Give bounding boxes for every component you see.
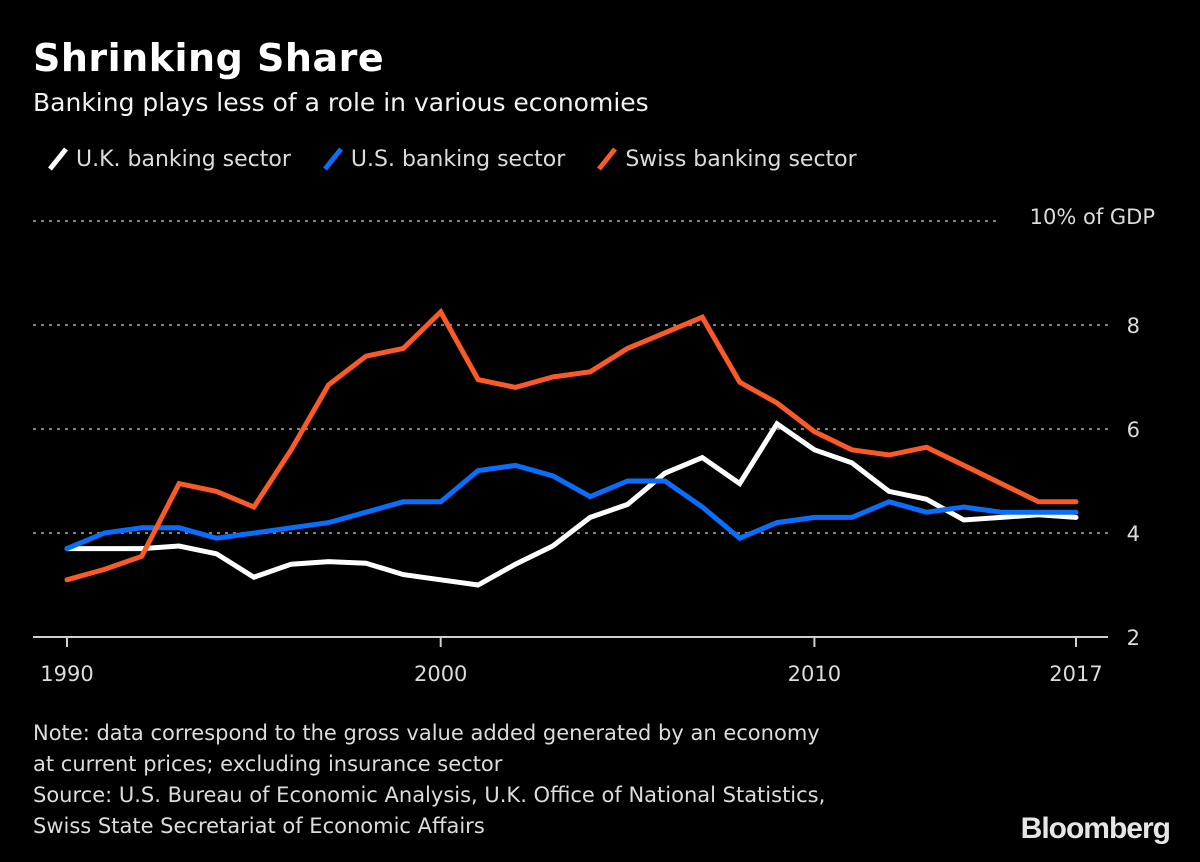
y-tick-label: 8 xyxy=(1127,314,1140,338)
legend-item-us: U.S. banking sector xyxy=(321,145,565,173)
note-line-1: Note: data correspond to the gross value… xyxy=(33,721,820,745)
legend-label-uk: U.K. banking sector xyxy=(76,146,291,172)
x-tick-label: 2017 xyxy=(1049,662,1102,686)
x-tick-label: 2010 xyxy=(788,662,841,686)
chart-title: Shrinking Share xyxy=(33,36,385,80)
source-line-1: Source: U.S. Bureau of Economic Analysis… xyxy=(33,783,826,807)
legend-swatch-us xyxy=(322,147,343,171)
y-tick-label: 10% of GDP xyxy=(1030,205,1155,229)
x-tick-label: 2000 xyxy=(414,662,467,686)
source-line-2: Swiss State Secretariat of Economic Affa… xyxy=(33,814,485,838)
line-chart: 2 4 6 8 10% of GDP 1990 2000 2010 2017 xyxy=(33,205,1155,686)
y-tick-label: 4 xyxy=(1127,522,1140,546)
y-tick-label: 6 xyxy=(1127,418,1140,442)
chart-subtitle: Banking plays less of a role in various … xyxy=(33,88,649,117)
series-line-swiss xyxy=(64,307,1079,583)
legend-swatch-uk xyxy=(48,147,68,171)
legend-label-swiss: Swiss banking sector xyxy=(625,146,857,172)
x-tick-label: 1990 xyxy=(40,662,93,686)
legend-item-swiss: Swiss banking sector xyxy=(595,145,857,173)
bloomberg-logo: Bloomberg xyxy=(1020,812,1171,845)
series-line-us xyxy=(64,462,1079,552)
legend-swatch-swiss xyxy=(597,147,618,171)
y-tick-label: 2 xyxy=(1127,626,1140,650)
chart-footnote: Note: data correspond to the gross value… xyxy=(33,718,1033,842)
legend-label-us: U.S. banking sector xyxy=(350,146,566,172)
legend-item-uk: U.K. banking sector xyxy=(46,145,291,173)
series-line-uk xyxy=(64,420,1079,588)
legend: U.K. banking sector U.S. banking sector … xyxy=(46,145,857,173)
note-line-2: at current prices; excluding insurance s… xyxy=(33,752,503,776)
